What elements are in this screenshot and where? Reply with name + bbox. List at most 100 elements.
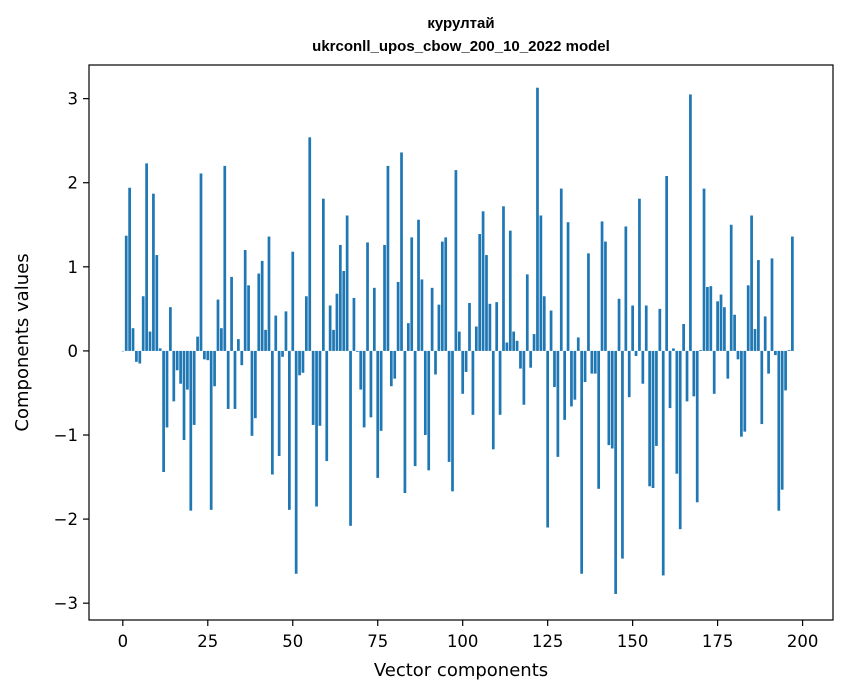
- x-tick-label: 25: [197, 632, 218, 651]
- bar-component-128: [556, 350, 560, 457]
- bar-component-3: [131, 328, 135, 351]
- bar-component-141: [600, 221, 604, 351]
- bar-component-25: [206, 350, 210, 361]
- bar-component-138: [590, 350, 594, 374]
- y-tick-label: −1: [54, 426, 78, 445]
- bar-component-179: [729, 224, 733, 351]
- y-tick-label: 3: [68, 90, 79, 109]
- bar-component-172: [706, 287, 709, 351]
- bar-component-116: [515, 340, 519, 351]
- bar-component-105: [478, 234, 482, 351]
- bar-component-118: [522, 350, 526, 405]
- bar-component-42: [264, 329, 267, 351]
- bar-component-156: [651, 350, 655, 488]
- bar-component-188: [760, 350, 764, 425]
- bar-component-110: [495, 302, 499, 351]
- bar-component-157: [655, 350, 658, 446]
- chart-title: курултай: [427, 15, 494, 32]
- bar-component-43: [267, 236, 271, 351]
- bar-component-136: [583, 350, 587, 383]
- bar-component-132: [570, 350, 573, 407]
- bar-component-124: [542, 296, 546, 351]
- bar-component-108: [488, 303, 492, 351]
- bar-component-176: [719, 294, 723, 351]
- bar-component-183: [743, 350, 747, 432]
- bar-component-164: [678, 350, 682, 530]
- bar-component-152: [638, 198, 641, 351]
- bar-component-9: [152, 193, 155, 351]
- bar-component-146: [617, 298, 621, 351]
- bar-component-80: [393, 350, 397, 379]
- bar-component-125: [546, 350, 550, 528]
- bar-component-140: [597, 350, 601, 489]
- bar-component-72: [366, 242, 369, 351]
- bar-component-36: [243, 250, 247, 351]
- bar-component-115: [512, 331, 516, 351]
- bar-component-11: [158, 348, 162, 351]
- bar-component-55: [308, 137, 312, 351]
- bar-component-75: [376, 350, 380, 478]
- bar-component-50: [291, 251, 295, 351]
- bar-component-165: [682, 324, 685, 351]
- bar-component-131: [566, 222, 570, 351]
- bar-component-143: [607, 350, 611, 446]
- bar-component-93: [437, 304, 441, 351]
- bar-component-99: [457, 331, 461, 351]
- bar-component-177: [723, 307, 726, 351]
- bar-component-135: [580, 350, 584, 574]
- bars: [121, 87, 794, 594]
- bar-component-33: [233, 350, 237, 409]
- x-tick-label: 50: [282, 632, 303, 651]
- bar-component-134: [576, 337, 580, 351]
- bar-component-48: [284, 311, 288, 351]
- bar-component-91: [430, 287, 434, 351]
- bar-component-17: [179, 350, 182, 384]
- bar-component-139: [593, 350, 597, 374]
- y-tick-label: 2: [68, 174, 79, 193]
- bar-component-27: [213, 350, 216, 387]
- bar-component-182: [740, 350, 743, 437]
- bar-component-37: [247, 285, 250, 351]
- bar-component-112: [502, 206, 505, 351]
- bar-component-171: [702, 188, 706, 351]
- bar-component-97: [451, 350, 454, 492]
- bar-component-60: [325, 350, 329, 462]
- plot-frame: [88, 64, 834, 621]
- bar-component-28: [216, 299, 220, 351]
- bar-component-89: [423, 350, 427, 435]
- bar-component-81: [396, 281, 400, 351]
- bar-component-35: [240, 350, 244, 366]
- bar-component-87: [417, 219, 420, 351]
- bar-component-190: [767, 350, 770, 374]
- bar-component-129: [559, 188, 563, 351]
- bar-component-54: [304, 296, 308, 351]
- bar-component-63: [335, 293, 339, 351]
- bar-component-22: [196, 336, 199, 351]
- bar-component-119: [525, 274, 529, 351]
- bar-component-79: [389, 350, 393, 387]
- bar-component-191: [770, 258, 774, 351]
- bar-component-92: [434, 350, 437, 375]
- bar-component-121: [532, 334, 536, 351]
- bar-component-84: [406, 323, 410, 351]
- bar-component-113: [505, 342, 509, 351]
- bar-component-12: [162, 350, 165, 472]
- bar-component-107: [485, 255, 488, 351]
- bar-component-103: [471, 350, 475, 415]
- x-tick-label: 75: [367, 632, 388, 651]
- bar-component-59: [321, 198, 325, 351]
- bar-component-195: [784, 350, 787, 391]
- bar-component-104: [474, 326, 478, 351]
- x-tick-label: 0: [118, 632, 129, 651]
- bar-component-26: [209, 350, 213, 510]
- bar-component-130: [563, 350, 567, 420]
- bar-component-169: [695, 350, 699, 503]
- bar-component-192: [774, 350, 777, 356]
- bar-component-52: [298, 350, 301, 376]
- bar-component-82: [400, 152, 403, 351]
- bar-component-40: [257, 273, 261, 351]
- bar-component-32: [230, 276, 233, 351]
- y-axis-label: Components values: [12, 253, 33, 431]
- bar-component-4: [135, 350, 138, 362]
- x-tick-label: 100: [447, 632, 479, 651]
